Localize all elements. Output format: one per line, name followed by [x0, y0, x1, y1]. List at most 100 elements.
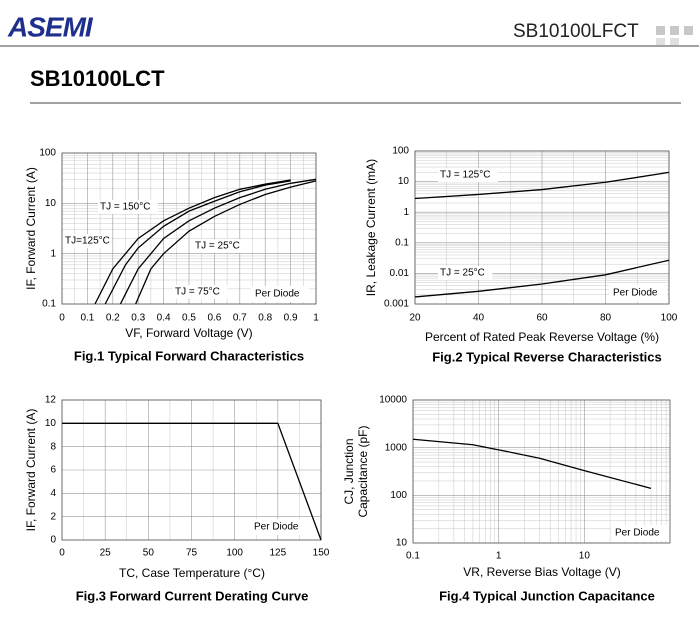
annotation-bg [63, 234, 112, 248]
y-tick-label: 10 [398, 176, 410, 187]
x-tick-label: 1 [496, 551, 502, 562]
y-tick-label: 1 [50, 248, 56, 259]
y-tick-label: 0.1 [42, 299, 56, 310]
deco-square [656, 38, 665, 45]
y-tick-label: 0.1 [395, 237, 409, 248]
y-tick-label: 10 [396, 538, 408, 549]
x-tick-label: 40 [473, 313, 485, 324]
curve-label: TJ = 75°C [175, 287, 220, 298]
x-tick-label: 80 [600, 313, 612, 324]
note: Per Diode [255, 289, 300, 300]
x-axis-label: TC, Case Temperature (°C) [119, 566, 265, 580]
curve [414, 171, 670, 200]
curve [414, 259, 670, 298]
x-tick-label: 0.5 [182, 313, 196, 324]
x-tick-label: 0.8 [258, 313, 272, 324]
plot-frame [412, 399, 671, 544]
annotation-bg [611, 525, 669, 541]
y-tick-label: 10000 [379, 395, 407, 406]
x-tick-label: 50 [143, 548, 155, 559]
curve-label: TJ = 25°C [195, 241, 240, 252]
figure-caption: Fig.4 Typical Junction Capacitance [439, 588, 655, 603]
y-tick-label: 12 [45, 395, 57, 406]
curve [62, 422, 322, 541]
y-tick-label: 100 [390, 490, 407, 501]
y-tick-label: 2 [50, 511, 56, 522]
y-tick-label: 0 [50, 535, 56, 546]
x-tick-label: 0.9 [284, 313, 298, 324]
x-tick-label: 0.6 [207, 313, 221, 324]
y-tick-label: 0.01 [390, 268, 410, 279]
plot-frame [61, 399, 322, 541]
figure-caption: Fig.3 Forward Current Derating Curve [76, 588, 309, 603]
y-tick-label: 100 [39, 148, 56, 159]
annotation-bg [438, 266, 493, 280]
curve [104, 180, 291, 305]
y-axis-label: IF, Forward Current (A) [24, 167, 38, 290]
page-title: SB10100LCT [30, 66, 165, 91]
x-tick-label: 75 [186, 548, 198, 559]
curve [119, 178, 317, 305]
x-axis-label: VR, Reverse Bias Voltage (V) [463, 565, 620, 579]
x-tick-label: 0.1 [80, 313, 94, 324]
y-tick-label: 10 [45, 198, 57, 209]
x-tick-label: 0.3 [131, 313, 145, 324]
annotation-bg [251, 286, 309, 302]
figure-caption: Fig.1 Typical Forward Characteristics [74, 348, 304, 363]
x-tick-label: 0.2 [106, 313, 120, 324]
x-tick-label: 1 [313, 313, 319, 324]
y-axis-label: Capacitance (pF) [356, 425, 370, 517]
x-tick-label: 100 [226, 548, 243, 559]
y-tick-label: 8 [50, 441, 56, 452]
y-axis-label: IR, Leakage Current (mA) [364, 159, 378, 296]
annotation-bg [173, 285, 228, 299]
deco-square [670, 38, 679, 45]
y-tick-label: 10 [45, 418, 57, 429]
curve-label: TJ = 125°C [440, 170, 490, 181]
y-tick-label: 1000 [385, 442, 408, 453]
x-tick-label: 20 [409, 313, 421, 324]
curve [135, 180, 317, 305]
curve-label: TJ = 25°C [440, 268, 485, 279]
note: Per Diode [613, 288, 658, 299]
y-tick-label: 100 [392, 146, 409, 157]
x-axis-label: Percent of Rated Peak Reverse Voltage (%… [425, 330, 659, 344]
annotation-bg [98, 200, 158, 214]
x-axis-label: VF, Forward Voltage (V) [125, 326, 252, 340]
figure-caption: Fig.2 Typical Reverse Characteristics [432, 349, 662, 364]
logo: ASEMI [7, 11, 94, 42]
x-tick-label: 0 [59, 548, 65, 559]
x-tick-label: 0 [59, 313, 65, 324]
annotation-bg [609, 285, 667, 301]
annotation-bg [438, 168, 498, 182]
plot-area [413, 400, 670, 543]
y-tick-label: 1 [403, 207, 409, 218]
y-tick-label: 6 [50, 465, 56, 476]
deco-square [670, 26, 679, 35]
deco-square [656, 26, 665, 35]
x-tick-label: 150 [313, 548, 330, 559]
curve [412, 438, 652, 489]
x-tick-label: 0.7 [233, 313, 247, 324]
y-tick-label: 0.001 [384, 299, 409, 310]
x-tick-label: 10 [579, 551, 591, 562]
annotation-bg [193, 239, 248, 253]
note: Per Diode [615, 528, 660, 539]
plot-frame [61, 152, 317, 305]
curve [94, 179, 291, 305]
deco-square [684, 26, 693, 35]
y-axis-label: CJ, Junction [342, 438, 356, 504]
note: Per Diode [254, 522, 299, 533]
x-tick-label: 60 [536, 313, 548, 324]
plot-frame [414, 150, 670, 305]
curve-label: TJ=125°C [65, 236, 110, 247]
x-tick-label: 125 [269, 548, 286, 559]
x-tick-label: 0.1 [406, 551, 420, 562]
curve-label: TJ = 150°C [100, 202, 150, 213]
x-tick-label: 0.4 [157, 313, 171, 324]
part-code: SB10100LFCT [513, 21, 639, 42]
x-tick-label: 25 [100, 548, 112, 559]
x-tick-label: 100 [661, 313, 678, 324]
y-tick-label: 4 [50, 488, 56, 499]
